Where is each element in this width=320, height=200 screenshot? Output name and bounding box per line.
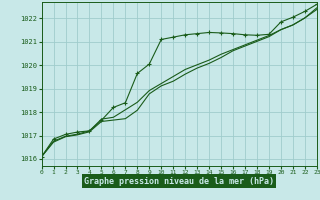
X-axis label: Graphe pression niveau de la mer (hPa): Graphe pression niveau de la mer (hPa) xyxy=(84,177,274,186)
